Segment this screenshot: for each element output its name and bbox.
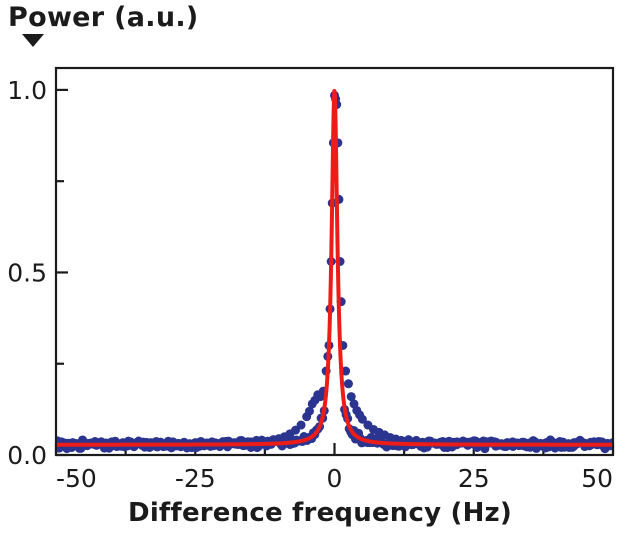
y-tick-label: 0.0: [7, 441, 47, 470]
data-point: [346, 392, 356, 402]
x-axis-title: Difference frequency (Hz): [128, 498, 512, 528]
data-point: [343, 379, 353, 389]
x-tick-label: 0: [327, 464, 343, 493]
y-axis-title: Power (a.u.): [8, 2, 199, 33]
fit-curve: [57, 89, 612, 447]
x-tick-label: -50: [56, 464, 97, 493]
x-tick-label: -25: [175, 464, 216, 493]
x-tick-label: 25: [458, 464, 490, 493]
plot-area: -50 -25 0 25 50 0.0 0.5 1.0: [7, 66, 615, 493]
y-tick-label: 1.0: [7, 76, 47, 105]
data-point: [341, 366, 351, 376]
data-point: [304, 406, 314, 416]
y-tick-label: 0.5: [7, 258, 47, 287]
data-point: [296, 420, 306, 430]
x-tick-label: 50: [581, 464, 613, 493]
data-layer: [57, 89, 612, 454]
down-triangle-icon: [22, 34, 44, 47]
data-point: [357, 414, 367, 424]
